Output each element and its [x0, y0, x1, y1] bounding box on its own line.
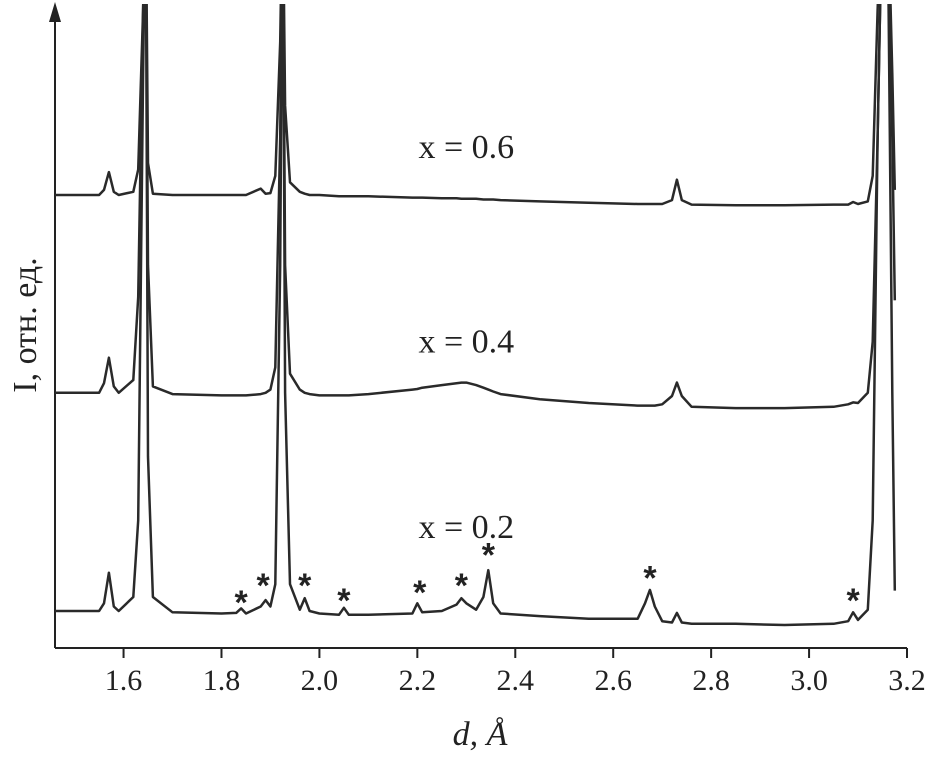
x-axis-label: d, Å: [453, 716, 508, 753]
peak-marker: *: [847, 582, 861, 620]
x-tick-label: 2.6: [594, 664, 632, 697]
series-label: x = 0.6: [418, 129, 514, 166]
x-tick-label: 2.0: [301, 664, 339, 697]
series-line: [55, 4, 897, 627]
peak-marker: *: [256, 567, 270, 605]
series-label: x = 0.2: [418, 509, 514, 546]
x-tick-label: 1.6: [105, 664, 143, 697]
x-tick-label: 3.0: [790, 664, 828, 697]
x-tick-label: 2.4: [497, 664, 535, 697]
peak-marker: *: [413, 574, 427, 612]
series-line: [55, 4, 897, 207]
y-axis-arrow: [49, 2, 61, 22]
x-tick-label: 2.8: [692, 664, 730, 697]
peak-marker: *: [234, 584, 248, 622]
peak-marker: *: [482, 536, 496, 574]
peak-marker: *: [298, 567, 312, 605]
series-label: x = 0.4: [418, 324, 514, 361]
x-tick-label: 1.8: [203, 664, 241, 697]
plot-area: [55, 4, 897, 627]
peak-marker: *: [337, 582, 351, 620]
x-tick-label: 3.2: [888, 664, 926, 697]
peak-marker: *: [643, 559, 657, 597]
x-tick-label: 2.2: [399, 664, 437, 697]
series-line: [55, 4, 897, 410]
peak-marker: *: [455, 567, 469, 605]
y-axis-label: I, отн. ед.: [7, 257, 44, 392]
